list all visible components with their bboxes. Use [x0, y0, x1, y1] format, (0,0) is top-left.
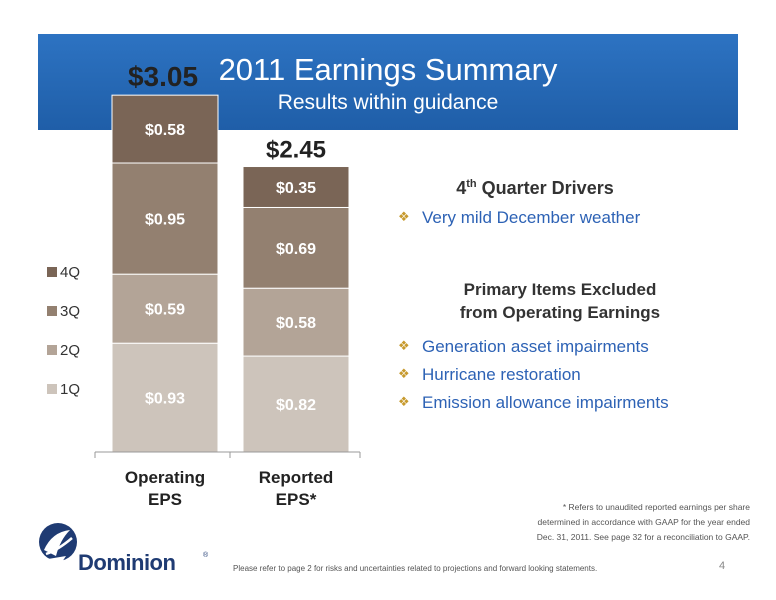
disclaimer: Please refer to page 2 for risks and unc…	[233, 564, 598, 573]
legend-label: 3Q	[60, 303, 80, 320]
bar-segment	[111, 162, 219, 275]
bar-segment	[242, 166, 350, 208]
data-label: $0.58	[145, 122, 185, 139]
legend-swatch	[47, 345, 57, 355]
page-number: 4	[719, 560, 726, 572]
excluded-items-heading: Primary Items Excluded from Operating Ea…	[459, 280, 661, 322]
company-name: Dominion	[78, 550, 176, 575]
data-label: $0.69	[276, 241, 316, 258]
data-label: $0.93	[145, 391, 185, 408]
bar-segment	[242, 206, 350, 289]
x-axis-label: EPS*	[276, 490, 317, 509]
bar-segment	[242, 287, 350, 357]
data-label: $0.95	[145, 212, 185, 229]
legend-swatch	[47, 384, 57, 394]
quarter-drivers-heading: 4th Quarter Drivers	[456, 178, 614, 198]
excluded-item: ❖ Generation asset impairments	[398, 337, 649, 356]
data-label: $0.59	[145, 302, 185, 319]
x-axis-label: Reported	[259, 468, 334, 487]
driver-item: ❖ Very mild December weather	[398, 208, 641, 227]
total-label: $2.45	[266, 137, 326, 164]
excluded-item: ❖ Hurricane restoration	[398, 365, 581, 384]
footnote: * Refers to unaudited reported earnings …	[536, 502, 750, 542]
diamond-bullet-icon: ❖	[398, 366, 410, 381]
excluded-item: ❖ Emission allowance impairments	[398, 393, 669, 412]
dominion-logo-icon	[39, 523, 77, 562]
legend-swatch	[47, 267, 57, 277]
data-label: $0.35	[276, 180, 316, 197]
slide-subtitle: Results within guidance	[277, 91, 499, 114]
diamond-bullet-icon: ❖	[398, 338, 410, 353]
registered-mark: ®	[203, 552, 209, 559]
x-axis-label: Operating	[125, 468, 205, 487]
legend-label: 4Q	[60, 264, 80, 281]
data-label: $0.82	[276, 397, 316, 414]
legend-label: 1Q	[60, 381, 80, 398]
diamond-bullet-icon: ❖	[398, 394, 410, 409]
legend-label: 2Q	[60, 342, 80, 359]
slide-title: 2011 Earnings Summary	[218, 52, 558, 87]
eps-stacked-bar-chart: $0.93 $0.59 $0.95 $0.58 $3.05 Operating EPS $0.…	[47, 61, 361, 509]
diamond-bullet-icon: ❖	[398, 209, 410, 224]
bar-segment	[111, 342, 219, 453]
bar-segment	[111, 273, 219, 344]
bar-segment	[111, 94, 219, 164]
x-axis-label: EPS	[148, 490, 182, 509]
total-label: $3.05	[128, 61, 198, 92]
data-label: $0.58	[276, 315, 316, 332]
legend-swatch	[47, 306, 57, 316]
